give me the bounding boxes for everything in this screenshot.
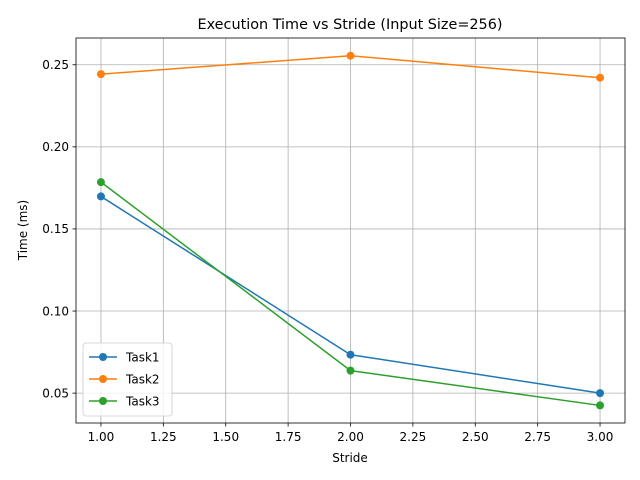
legend-label-task3: Task3	[125, 394, 160, 408]
axis-ticks: 1.00 1.25 1.50 1.75 2.00 2.25 2.50 2.75 3.00 0.05…	[42, 58, 613, 444]
x-tick-label: 2.25	[400, 430, 427, 444]
legend-marker-task1	[99, 353, 107, 361]
x-tick-label: 1.25	[150, 430, 177, 444]
grid	[76, 38, 625, 423]
legend-label-task1: Task1	[125, 350, 160, 364]
x-tick-label: 2.50	[462, 430, 489, 444]
series-group	[96, 51, 605, 410]
x-axis-label: Stride	[332, 451, 368, 465]
chart-title: Execution Time vs Stride (Input Size=256…	[198, 17, 503, 33]
y-tick-label: 0.25	[42, 58, 69, 72]
x-tick-label: 1.00	[88, 430, 115, 444]
y-tick-label: 0.20	[42, 140, 69, 154]
data-point-task1	[596, 389, 605, 398]
data-point-task2	[96, 70, 105, 79]
legend-marker-task3	[99, 397, 107, 405]
legend-marker-task2	[99, 375, 107, 383]
data-point-task3	[596, 401, 605, 410]
data-point-task3	[96, 178, 105, 187]
data-point-task2	[596, 73, 605, 82]
x-tick-label: 2.00	[337, 430, 364, 444]
x-tick-label: 3.00	[587, 430, 614, 444]
plot-frame	[75, 37, 626, 424]
x-tick-label: 1.50	[212, 430, 239, 444]
x-tick-label: 1.75	[275, 430, 302, 444]
y-tick-label: 0.05	[42, 386, 69, 400]
legend: Task1 Task2 Task3	[82, 342, 173, 417]
y-axis-label: Time (ms)	[16, 200, 30, 262]
x-tick-label: 2.75	[524, 430, 551, 444]
data-point-task3	[346, 366, 355, 375]
y-tick-label: 0.10	[42, 304, 69, 318]
data-point-task1	[96, 192, 105, 201]
legend-label-task2: Task2	[125, 372, 160, 386]
y-tick-label: 0.15	[42, 222, 69, 236]
data-point-task2	[346, 51, 355, 60]
data-point-task1	[346, 350, 355, 359]
